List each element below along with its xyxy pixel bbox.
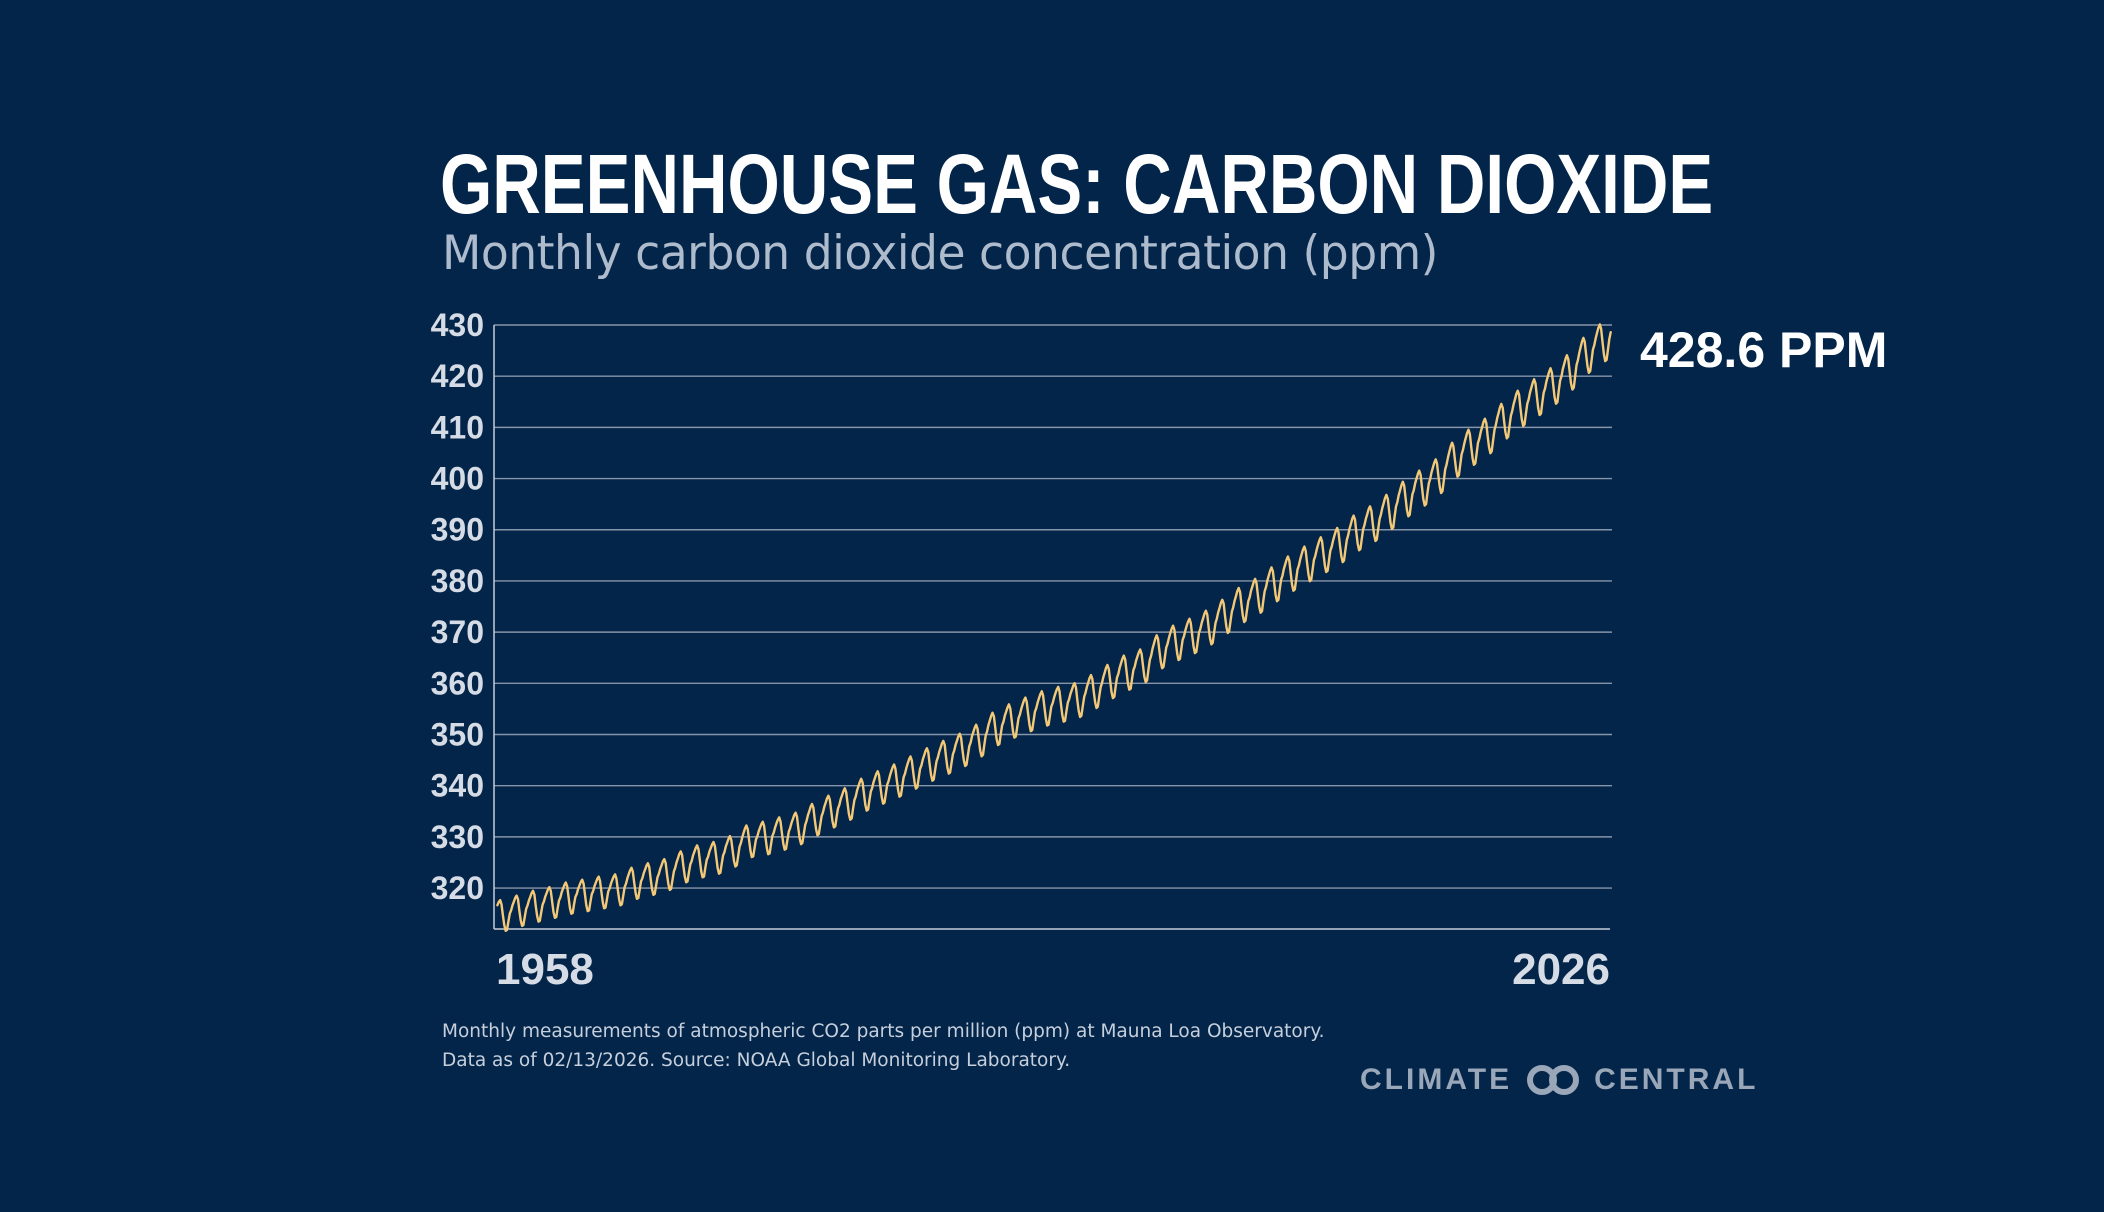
- climate-central-logo: CLIMATE CENTRAL: [1360, 1060, 1758, 1100]
- y-tick-label-380: 380: [431, 563, 484, 599]
- interlocking-rings-logo-icon: [1527, 1065, 1580, 1095]
- brand-word-right: CENTRAL: [1594, 1063, 1759, 1096]
- x-axis-ticks: 1958 2026: [496, 945, 1610, 994]
- y-tick-label-320: 320: [431, 870, 484, 906]
- co2-monthly-series-line: [496, 323, 1612, 932]
- y-tick-label-420: 420: [431, 358, 484, 394]
- x-tick-label-start: 1958: [496, 945, 594, 994]
- footnote-line-1: Monthly measurements of atmospheric CO2 …: [442, 1021, 1325, 1042]
- y-tick-label-340: 340: [431, 768, 484, 804]
- footnote: Monthly measurements of atmospheric CO2 …: [442, 1017, 1325, 1075]
- y-tick-label-430: 430: [431, 307, 484, 343]
- brand-word-left: CLIMATE: [1360, 1063, 1513, 1096]
- y-tick-label-330: 330: [431, 819, 484, 855]
- y-tick-label-400: 400: [431, 461, 484, 497]
- gridlines: [494, 324, 1612, 889]
- footnote-line-2: Data as of 02/13/2026. Source: NOAA Glob…: [442, 1050, 1071, 1071]
- y-tick-label-370: 370: [431, 614, 484, 650]
- y-tick-label-360: 360: [431, 665, 484, 701]
- y-tick-label-410: 410: [431, 409, 484, 445]
- y-tick-label-390: 390: [431, 512, 484, 548]
- latest-value-callout: 428.6 PPM: [1640, 322, 1887, 378]
- x-tick-label-end: 2026: [1512, 945, 1610, 994]
- y-axis-ticks: 320 330 340 350 360 370 380 390 400 410 420 430: [431, 307, 484, 906]
- chart-subtitle: Monthly carbon dioxide concentration (pp…: [442, 226, 1438, 281]
- chart-title: GREENHOUSE GAS: CARBON DIOXIDE: [440, 137, 1714, 231]
- y-tick-label-350: 350: [431, 716, 484, 752]
